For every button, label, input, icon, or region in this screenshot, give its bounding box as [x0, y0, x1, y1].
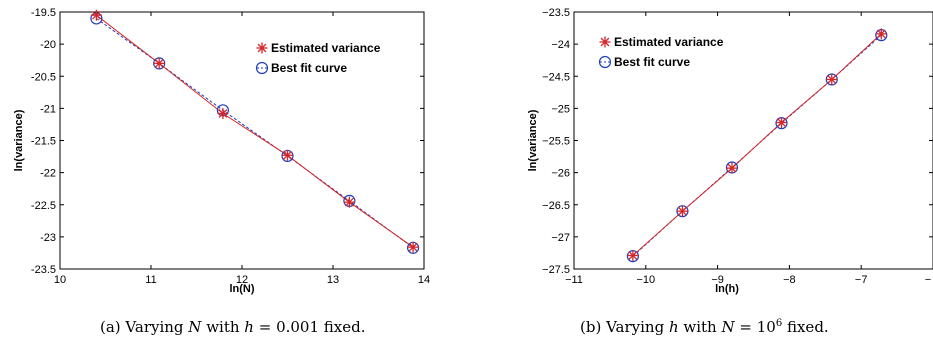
x-tick-label: 13: [327, 274, 339, 286]
x-tick-label: −: [925, 274, 931, 286]
x-axis-label: ln(N): [229, 283, 254, 295]
estimated-variance-point: [343, 196, 355, 208]
plot-frame-a: [59, 11, 425, 270]
estimated-variance-point: [282, 149, 293, 161]
legend-label-best-fit-curve: Best fit curve: [614, 55, 690, 69]
estimated-variance-point: [407, 241, 419, 253]
x-tick-label: −8: [783, 274, 796, 286]
y-tick-label: −27.5: [542, 264, 570, 276]
estimated-variance-point: [90, 9, 102, 21]
estimated-variance-point: [217, 108, 229, 120]
y-tick-label: −25.5: [542, 136, 570, 148]
y-tick-label: −25: [551, 103, 570, 115]
x-tick-label: 12: [236, 274, 248, 286]
series-line-best-fit-curve: [96, 17, 414, 249]
y-tick-label: -23: [40, 232, 56, 244]
y-tick-label: −24: [551, 39, 570, 51]
plot-frame-b: [573, 11, 933, 270]
legend-label-estimated-variance: Estimated variance: [271, 41, 381, 55]
y-tick-label: −26.5: [542, 200, 570, 212]
x-tick-label: −7: [855, 274, 868, 286]
chart-a: 10 11 12 13 14 -19.5 -20 -20.5 -21 -21.5 -22 -22.5 -…: [13, 7, 430, 295]
y-axis-label: ln(variance): [527, 109, 539, 171]
x-tick-label: −10: [636, 274, 655, 286]
x-tick-label: 10: [54, 274, 66, 286]
x-axis-label: ln(h): [715, 283, 739, 295]
legend-label-estimated-variance: Estimated variance: [614, 35, 724, 49]
series-line-estimated-variance: [632, 33, 882, 256]
x-tick-label: 11: [145, 274, 156, 286]
y-tick-label: -23.5: [31, 264, 56, 276]
legend-marker-best-fit-curve: [598, 55, 612, 69]
estimated-variance-point: [826, 73, 838, 85]
estimated-variance-point: [153, 57, 165, 69]
legend-marker-estimated-variance: [599, 36, 611, 48]
y-tick-label: −24.5: [542, 71, 570, 83]
estimated-variance-point: [776, 117, 788, 129]
y-tick-label: −27: [551, 232, 570, 244]
y-tick-label: -19.5: [31, 7, 56, 19]
legend-marker-best-fit-curve: [255, 61, 269, 75]
estimated-variance-point: [627, 250, 639, 262]
caption-a: (a) Varying N with h = 0.001 fixed.: [100, 318, 366, 336]
chart-b: −11 −10 −9 −8 −7 − −23.5 −24 −24.5 −25 −25.5 −26 −26…: [527, 7, 933, 295]
legend-label-best-fit-curve: Best fit curve: [271, 61, 347, 75]
x-tick-label: 14: [418, 274, 430, 286]
estimated-variance-point: [676, 205, 688, 217]
x-tick-label: −11: [565, 274, 583, 286]
caption-b: (b) Varying h with N = 106 fixed.: [580, 318, 829, 336]
x-tick-label: −9: [711, 274, 724, 286]
y-tick-label: -20.5: [31, 71, 56, 83]
legend-marker-estimated-variance: [256, 42, 268, 54]
estimated-variance-point: [726, 162, 738, 174]
estimated-variance-point: [875, 28, 887, 40]
series-line-estimated-variance: [96, 14, 414, 248]
y-tick-label: -22.5: [31, 200, 56, 212]
y-tick-label: −23.5: [542, 7, 570, 19]
y-tick-label: -21: [40, 103, 56, 115]
y-tick-label: -22: [40, 168, 56, 180]
y-tick-label: −26: [551, 168, 570, 180]
y-tick-label: -21.5: [31, 136, 56, 148]
y-axis-label: ln(variance): [13, 109, 25, 171]
y-tick-label: -20: [40, 39, 56, 51]
